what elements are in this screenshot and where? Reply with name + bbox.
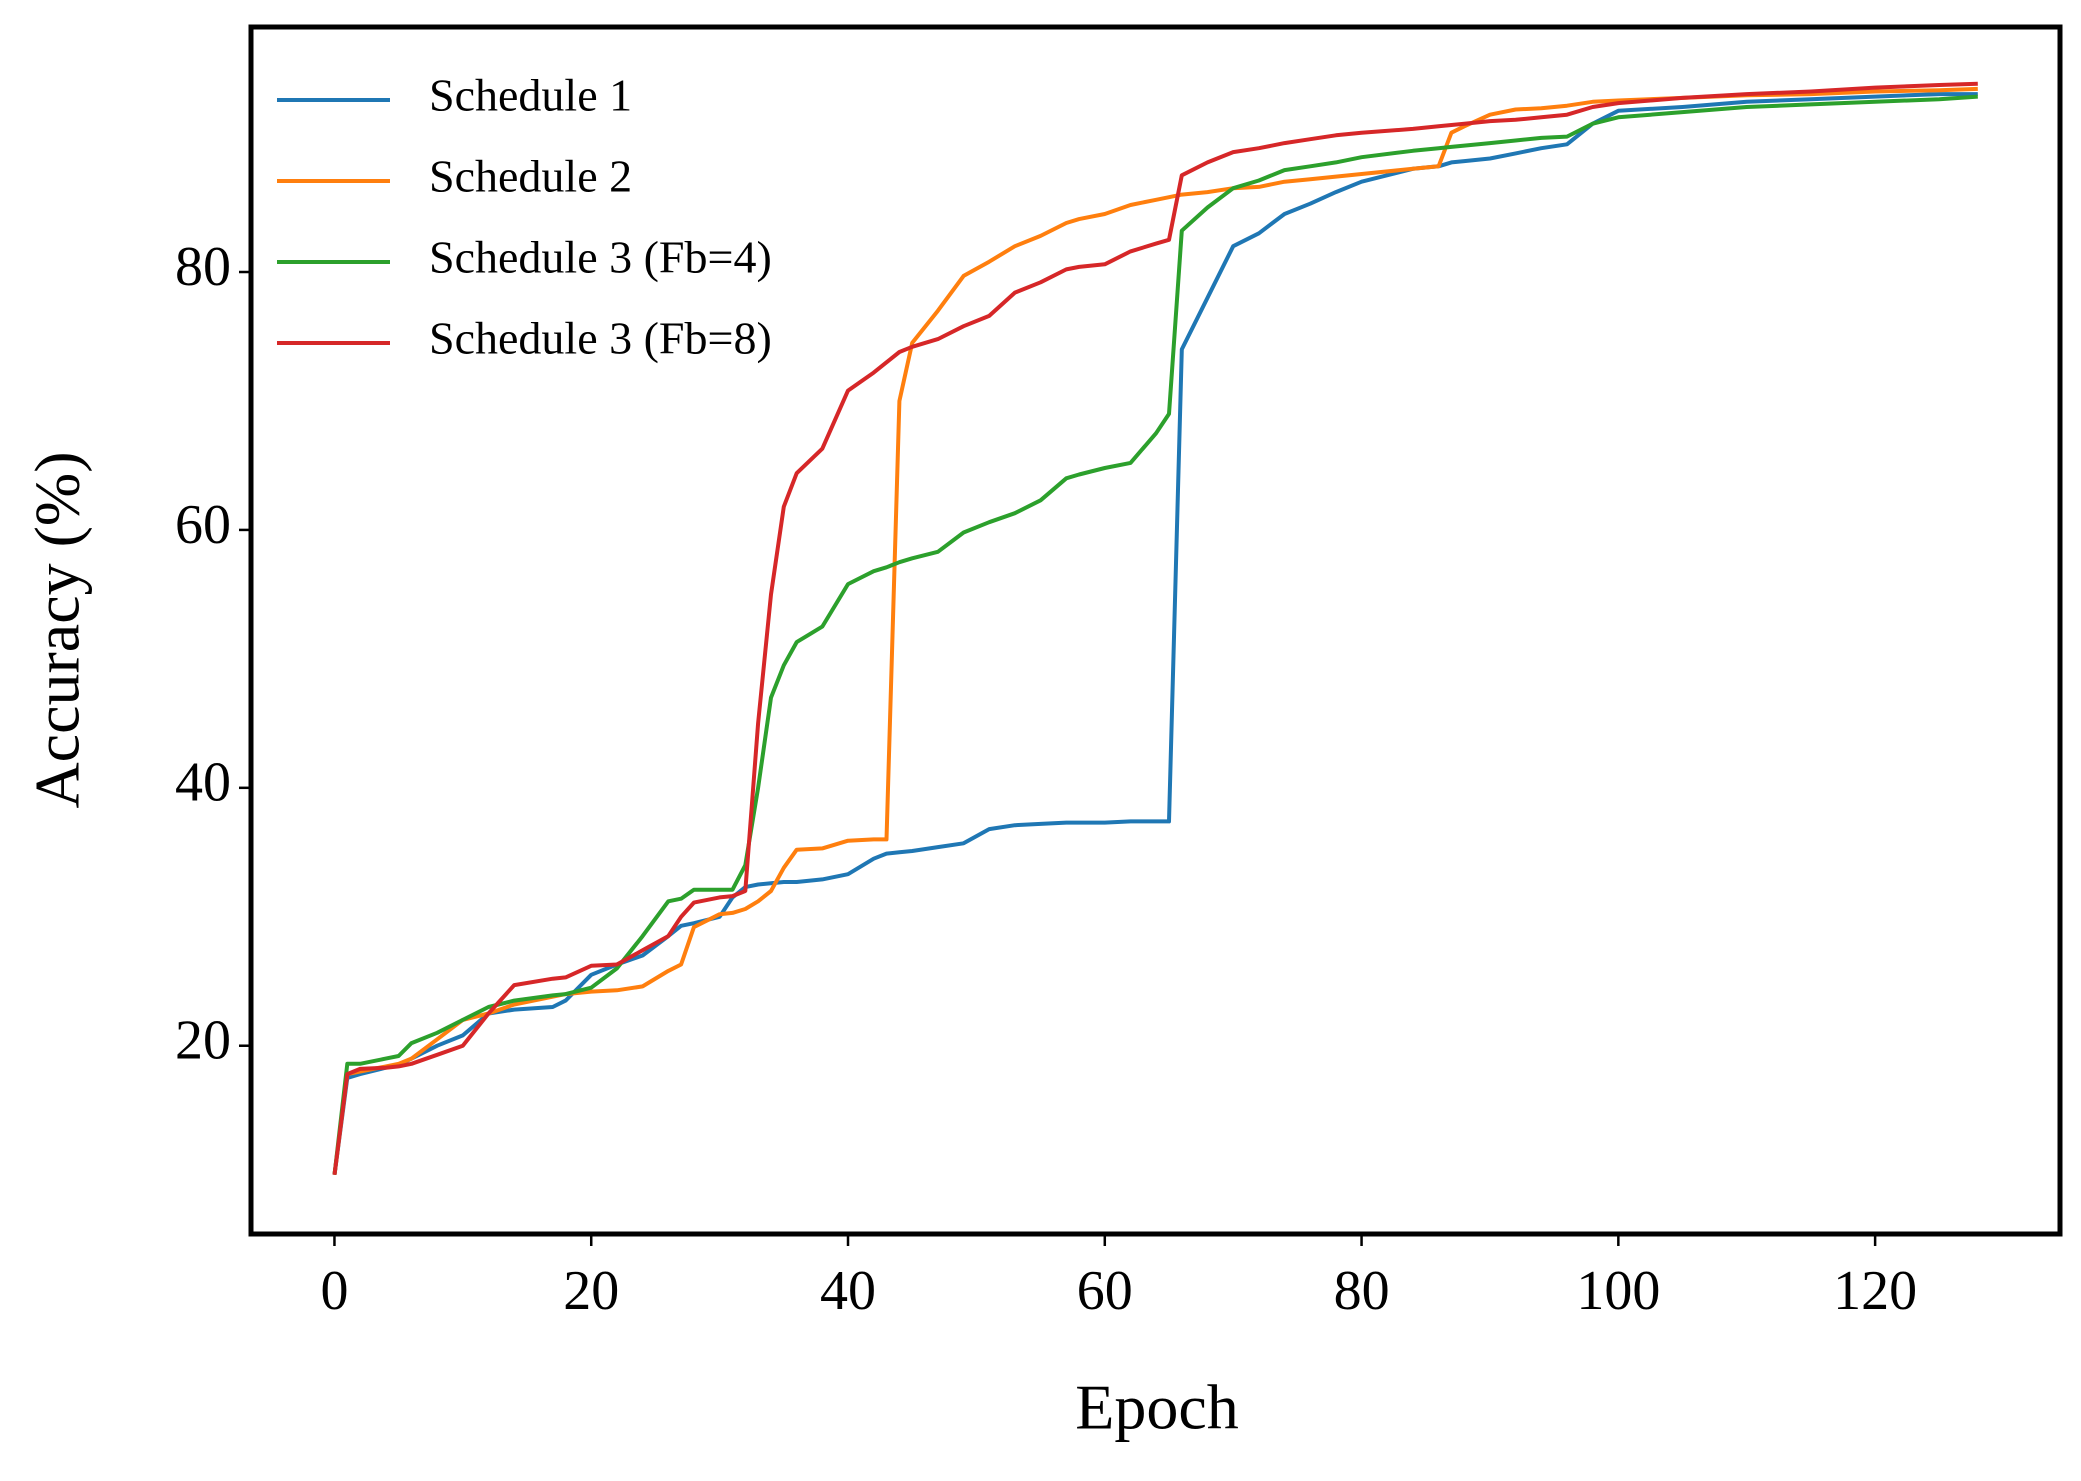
legend-label: Schedule 3 (Fb=8) <box>429 313 772 364</box>
series-line <box>332 81 1978 1175</box>
y-axis-label: Accuracy (%) <box>22 451 93 808</box>
y-tick-label: 40 <box>175 752 231 814</box>
x-tick-label: 20 <box>563 1260 619 1322</box>
y-tick-label: 80 <box>175 236 231 298</box>
y-tick-label: 60 <box>175 494 231 556</box>
y-tick-label: 20 <box>175 1010 231 1072</box>
x-tick-label: 0 <box>320 1260 348 1322</box>
x-tick-label: 40 <box>820 1260 876 1322</box>
series-line <box>332 94 1978 1175</box>
x-tick-label: 120 <box>1833 1260 1917 1322</box>
legend-label: Schedule 1 <box>429 70 632 121</box>
x-tick-label: 60 <box>1077 1260 1133 1322</box>
x-tick-label: 100 <box>1576 1260 1660 1322</box>
series-line <box>332 92 1978 1175</box>
legend-label: Schedule 3 (Fb=4) <box>429 232 772 283</box>
x-axis-label: Epoch <box>1075 1372 1239 1443</box>
plot-frame <box>248 24 2063 1237</box>
x-tick-label: 80 <box>1334 1260 1390 1322</box>
legend-label: Schedule 2 <box>429 151 632 202</box>
